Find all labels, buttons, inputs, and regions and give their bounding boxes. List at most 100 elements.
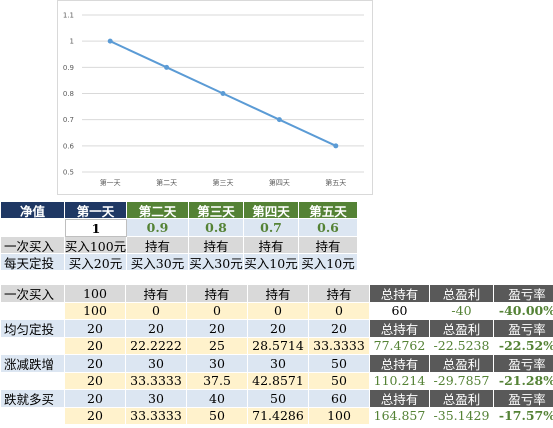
- summary-header-1-1: 总盈利: [430, 320, 494, 338]
- data-point-2: [220, 91, 226, 96]
- strategy-2-amount-day5: 50: [309, 355, 370, 373]
- chart-svg: 0.5 0.6 0.7 0.8 0.9 1 1.1 第一天 第二天 第三天 第四天 第五天: [63, 12, 364, 187]
- strategy-2-total-profit: -29.7857: [430, 372, 494, 390]
- strategy-3-total-profit: -35.1429: [430, 407, 494, 425]
- summary-header-0-2: 盈亏率: [494, 285, 553, 303]
- strategy-0-amount-day3: 持有: [187, 285, 248, 303]
- strategy-0-amount-day5: 持有: [309, 285, 370, 303]
- strategy-1-shares-day5: 33.3333: [309, 337, 370, 355]
- row-once-day1: 买入100元: [65, 237, 127, 254]
- header-day1: 第一天: [65, 202, 127, 219]
- strategy-2-amount-day1: 20: [65, 355, 126, 373]
- x-tick-label-2: 第三天: [213, 178, 234, 187]
- strategy-1-shares-day3: 25: [187, 337, 248, 355]
- summary-header-2-1: 总盈利: [430, 355, 494, 373]
- strategy-3-amount-day4: 50: [248, 390, 309, 408]
- y-tick-label-4: 0.9: [63, 64, 74, 72]
- strategy-1-shares-day4: 28.5714: [248, 337, 309, 355]
- summary-header-2-0: 总持有: [370, 355, 430, 373]
- strategy-1-blank: [1, 337, 65, 355]
- strategy-3-profit-rate: -17.57%: [494, 407, 553, 425]
- strategy-3-amount-day2: 30: [126, 390, 187, 408]
- strategy-3-amount-day5: 60: [309, 390, 370, 408]
- summary-header-0-0: 总持有: [370, 285, 430, 303]
- y-tick-label-1: 0.6: [63, 142, 75, 150]
- line-chart: 0.5 0.6 0.7 0.8 0.9 1 1.1 第一天 第二天 第三天 第四天 第五天: [57, 0, 373, 195]
- summary-header-1-2: 盈亏率: [494, 320, 553, 338]
- data-point-1: [164, 64, 170, 70]
- strategy-label-0: 一次买入: [1, 285, 65, 303]
- header-day4: 第四天: [244, 202, 299, 219]
- strategy-0-shares-day2: 0: [126, 302, 187, 320]
- row-daily-day5: 买入10元: [299, 254, 358, 271]
- summary-header-2-2: 盈亏率: [494, 355, 553, 373]
- row-daily-day4: 买入10元: [244, 254, 299, 271]
- x-tick-label-1: 第二天: [156, 178, 177, 187]
- nav-row-blank: [1, 219, 65, 237]
- y-tick-label-2: 0.7: [63, 116, 74, 124]
- strategy-0-amount-day2: 持有: [126, 285, 187, 303]
- strategy-1-amount-day3: 20: [187, 320, 248, 338]
- data-point-3: [276, 117, 282, 123]
- strategy-label-3: 跌就多买: [1, 390, 65, 408]
- y-tick-label-3: 0.8: [63, 90, 74, 98]
- strategy-0-amount-day4: 持有: [248, 285, 309, 303]
- strategy-0-shares-day3: 0: [187, 302, 248, 320]
- nav-day4: 0.7: [244, 219, 299, 237]
- nav-day5: 0.6: [299, 219, 358, 237]
- x-tick-label-4: 第五天: [325, 178, 346, 187]
- summary-header-3-2: 盈亏率: [494, 390, 553, 408]
- strategy-2-shares-day1: 20: [65, 372, 126, 390]
- y-tick-label-6: 1.1: [63, 12, 74, 20]
- row-once-day4: 持有: [244, 237, 299, 254]
- strategy-1-shares-day2: 22.2222: [126, 337, 187, 355]
- strategy-3-shares-day5: 100: [309, 407, 370, 425]
- row-daily-label: 每天定投: [1, 254, 65, 271]
- row-once-day5: 持有: [299, 237, 358, 254]
- strategy-1-amount-day1: 20: [65, 320, 126, 338]
- data-point-0: [107, 38, 113, 44]
- strategy-1-total-profit: -22.5238: [430, 337, 494, 355]
- strategy-label-2: 涨减跌增: [1, 355, 65, 373]
- header-nav-label: 净值: [1, 202, 65, 219]
- strategy-0-total-hold: 60: [370, 302, 430, 320]
- top-table: 净值 第一天 第二天 第三天 第四天 第五天 1 0.9 0.8 0.7 0.6…: [1, 202, 358, 271]
- data-point-4: [333, 143, 339, 149]
- strategy-0-shares-day4: 0: [248, 302, 309, 320]
- summary-header-0-1: 总盈利: [430, 285, 494, 303]
- nav-day1: 1: [65, 219, 127, 237]
- row-once-day3: 持有: [189, 237, 244, 254]
- strategy-0-total-profit: -40: [430, 302, 494, 320]
- row-daily-day2: 买入30元: [127, 254, 189, 271]
- strategy-3-total-hold: 164.857: [370, 407, 430, 425]
- strategy-2-shares-day2: 33.3333: [126, 372, 187, 390]
- strategy-0-shares-day1: 100: [65, 302, 126, 320]
- strategy-2-amount-day3: 30: [187, 355, 248, 373]
- strategy-3-shares-day1: 20: [65, 407, 126, 425]
- nav-day2: 0.9: [127, 219, 189, 237]
- strategy-0-amount-day1: 100: [65, 285, 126, 303]
- summary-header-1-0: 总持有: [370, 320, 430, 338]
- header-day3: 第三天: [189, 202, 244, 219]
- strategy-2-shares-day3: 37.5: [187, 372, 248, 390]
- strategy-2-blank: [1, 372, 65, 390]
- strategy-3-amount-day3: 40: [187, 390, 248, 408]
- x-tick-label-3: 第四天: [269, 178, 290, 187]
- strategy-2-total-hold: 110.214: [370, 372, 430, 390]
- row-once-label: 一次买入: [1, 237, 65, 254]
- strategy-1-total-hold: 77.4762: [370, 337, 430, 355]
- strategy-0-shares-day5: 0: [309, 302, 370, 320]
- header-day2: 第二天: [127, 202, 189, 219]
- row-once-day2: 持有: [127, 237, 189, 254]
- strategy-1-profit-rate: -22.52%: [494, 337, 553, 355]
- strategy-0-blank: [1, 302, 65, 320]
- bottom-table: 一次买入 100 持有 持有 持有 持有 总持有 总盈利 盈亏率 100 0 0 0 0 60 -40 -40.…: [1, 285, 553, 425]
- y-tick-label-0: 0.5: [63, 169, 74, 177]
- strategy-2-amount-day2: 30: [126, 355, 187, 373]
- y-tick-label-5: 1: [70, 38, 74, 46]
- strategy-3-amount-day1: 20: [65, 390, 126, 408]
- strategy-1-amount-day2: 20: [126, 320, 187, 338]
- strategy-label-1: 均匀定投: [1, 320, 65, 338]
- strategy-2-amount-day4: 30: [248, 355, 309, 373]
- row-daily-day3: 买入30元: [189, 254, 244, 271]
